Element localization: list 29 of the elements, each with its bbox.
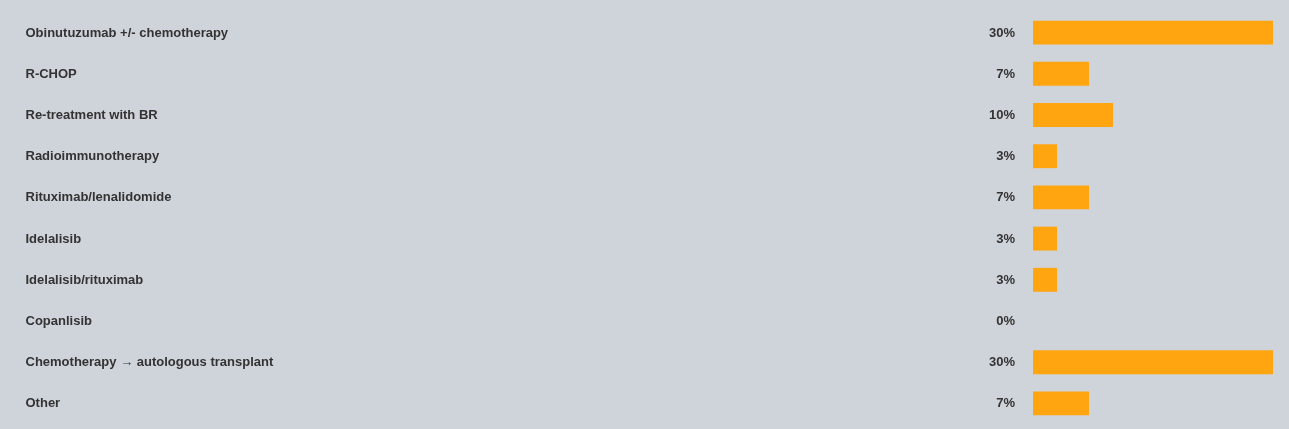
data-label: 3% (996, 271, 1016, 287)
bar (1033, 350, 1273, 375)
bar (1033, 20, 1273, 45)
data-label: 0% (996, 313, 1016, 328)
bar (1033, 391, 1089, 416)
data-label: 30% (988, 24, 1016, 40)
y-tick-label: Re-treatment with BR (25, 107, 159, 122)
bar (1033, 185, 1089, 210)
y-tick-label: Rituximab/lenalidomide (25, 189, 172, 205)
y-tick-label: Obinutuzumab +/- chemotherapy (25, 24, 229, 40)
y-tick-label: Other (25, 395, 61, 411)
y-tick-label: R-CHOP (25, 65, 78, 81)
data-label: 7% (996, 189, 1016, 205)
y-tick-label: Copanlisib (25, 313, 93, 328)
bar (1033, 61, 1089, 86)
y-tick-label: Idelalisib (25, 230, 82, 246)
data-label: 10% (988, 107, 1016, 122)
bar (1033, 226, 1057, 251)
data-label: 3% (996, 230, 1016, 246)
bar (1033, 267, 1057, 292)
data-label: 3% (996, 148, 1016, 164)
bar (1033, 144, 1057, 169)
y-tick-label: Radioimmunotherapy (25, 148, 160, 164)
data-label: 7% (996, 395, 1016, 411)
bar (1033, 103, 1113, 127)
data-label: 30% (988, 354, 1016, 370)
y-tick-label: Idelalisib/rituximab (25, 271, 144, 287)
data-label: 7% (996, 65, 1016, 81)
y-tick-label: Chemotherapy → autologous transplant (25, 354, 274, 370)
